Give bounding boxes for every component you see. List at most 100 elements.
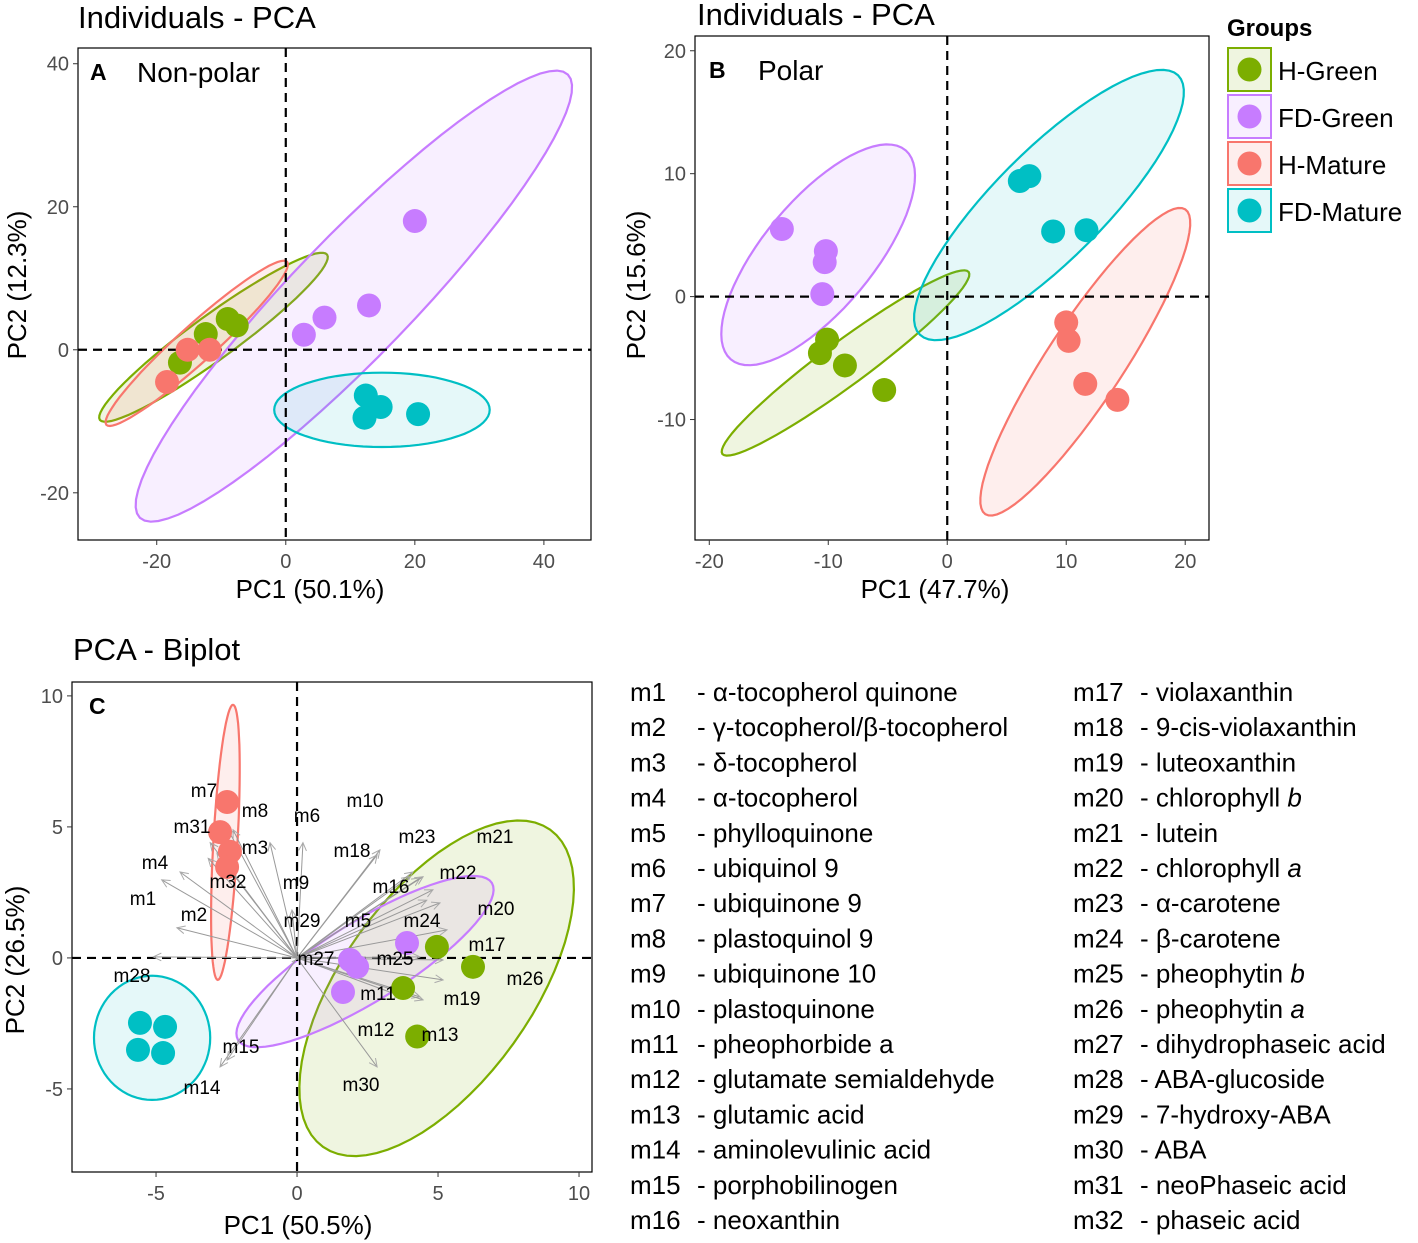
- key-name-text: - ABA: [1140, 1135, 1207, 1165]
- point-fd-green: [357, 293, 382, 318]
- point-h-mature: [1105, 387, 1130, 412]
- loading-label: m19: [444, 989, 481, 1010]
- key-id: m5: [630, 818, 666, 848]
- legend-label: FD-Mature: [1278, 197, 1402, 227]
- legend-label: FD-Green: [1278, 103, 1394, 133]
- key-name-italic: b: [1287, 783, 1301, 813]
- key-name-italic: a: [1287, 853, 1301, 883]
- loading-arrow: [176, 927, 298, 959]
- key-name-text: - phaseic acid: [1140, 1205, 1300, 1235]
- key-id: m14: [630, 1135, 681, 1165]
- arrow-head: [423, 889, 434, 898]
- panel-a: Individuals - PCA -20 0 20 40 -20 0 20 40 PC1 (50…: [2, 0, 592, 604]
- x-tick-label: 40: [533, 551, 555, 573]
- key-row: m2 - γ-tocopherol/β-tocopherol: [630, 712, 1008, 742]
- loading-label: m6: [294, 806, 320, 827]
- x-tick-label: -5: [147, 1183, 165, 1205]
- loading-label: m1: [130, 889, 156, 910]
- y-tick-label: 20: [664, 41, 686, 63]
- arrow-head: [152, 952, 162, 962]
- point-h-green: [460, 954, 485, 979]
- arrow-head: [400, 876, 411, 885]
- key-id: m22: [1073, 853, 1124, 883]
- panel-b: Individuals - PCA -20 -10 0 10 20 -10 0 10 20 PC1 …: [621, 0, 1210, 604]
- key-row: m31 - neoPhaseic acid: [1073, 1170, 1347, 1200]
- key-name-text: - luteoxanthin: [1140, 747, 1296, 777]
- point-fd-mature: [1017, 164, 1042, 189]
- loading-label: m18: [334, 841, 371, 862]
- key-row: m6 - ubiquinol 9: [630, 853, 839, 883]
- key-name-text: - β-carotene: [1140, 923, 1281, 953]
- point-fd-mature: [153, 1014, 178, 1039]
- x-axis-label: PC1 (47.7%): [861, 574, 1010, 604]
- plot-area: [71, 681, 593, 1173]
- key-name-text: - α-carotene: [1140, 888, 1281, 918]
- key-name-text: - α-tocopherol: [697, 783, 858, 813]
- key-row: m19 - luteoxanthin: [1073, 747, 1296, 777]
- point-fd-green: [330, 979, 355, 1004]
- key-row: m26 - pheophytin a: [1073, 994, 1305, 1024]
- arrow-head: [414, 876, 425, 885]
- key-name: - lutein: [1140, 818, 1218, 848]
- panel-letter: B: [709, 57, 726, 83]
- key-name: - α-tocopherol quinone: [697, 677, 958, 707]
- y-tick-label: 0: [58, 340, 69, 362]
- key-name: - ubiquinol 9: [697, 853, 839, 883]
- key-name-text: - violaxanthin: [1140, 677, 1293, 707]
- loading-label: m15: [223, 1037, 260, 1058]
- arrow-head: [160, 879, 171, 888]
- key-id: m7: [630, 888, 666, 918]
- key-name-italic: a: [1290, 994, 1304, 1024]
- key-row: m13 - glutamic acid: [630, 1099, 865, 1129]
- key-name: - γ-tocopherol/β-tocopherol: [697, 712, 1008, 742]
- key-row: m14 - aminolevulinic acid: [630, 1135, 931, 1165]
- key-name-text: - ubiquinol 9: [697, 853, 839, 883]
- point-h-green: [391, 976, 416, 1001]
- point-fd-mature: [127, 1010, 152, 1035]
- arrow-head: [430, 901, 442, 910]
- loading-label: m20: [478, 899, 515, 920]
- key-name-text: - glutamate semialdehyde: [697, 1064, 995, 1094]
- loading-label: m22: [440, 863, 477, 884]
- y-tick-label: 0: [675, 287, 686, 309]
- y-axis-label: PC2 (12.3%): [2, 211, 32, 360]
- key-name: - dihydrophaseic acid: [1140, 1029, 1386, 1059]
- ellipse-fd-green: [134, 69, 574, 523]
- loading-label: m31: [174, 817, 211, 838]
- arrow-head: [267, 841, 277, 852]
- key-name: - plastoquinone: [697, 994, 875, 1024]
- plot-area: [77, 47, 592, 541]
- loading-label: m9: [283, 873, 309, 894]
- loading-arrow: [296, 957, 444, 981]
- point-h-mature: [197, 337, 222, 362]
- key-name-text: - neoxanthin: [697, 1205, 840, 1235]
- key-row: m7 - ubiquinone 9: [630, 888, 862, 918]
- key-name-text: - ubiquinone 10: [697, 959, 876, 989]
- x-tick-label: 20: [1174, 551, 1196, 573]
- key-name: - ubiquinone 9: [697, 888, 862, 918]
- loading-arrow: [269, 842, 298, 959]
- panel-subtitle: Polar: [758, 55, 823, 86]
- point-h-mature: [215, 854, 240, 879]
- key-name-text: - lutein: [1140, 818, 1218, 848]
- loading-label: m2: [181, 905, 207, 926]
- point-fd-green: [312, 305, 337, 330]
- key-id: m15: [630, 1170, 681, 1200]
- loading-arrow: [153, 956, 298, 959]
- loading-label: m17: [469, 935, 506, 956]
- loading-label: m24: [404, 911, 441, 932]
- key-name-text: - α-tocopherol quinone: [697, 677, 958, 707]
- key-id: m20: [1073, 783, 1124, 813]
- key-name: - β-carotene: [1140, 923, 1281, 953]
- key-name: - glutamic acid: [697, 1099, 865, 1129]
- loading-arrow: [296, 889, 434, 959]
- point-fd-mature: [1074, 218, 1099, 243]
- key-name: - α-tocopherol: [697, 783, 858, 813]
- y-tick-label: -5: [45, 1079, 63, 1101]
- loading-arrow: [296, 929, 448, 959]
- key-row: m24 - β-carotene: [1073, 923, 1281, 953]
- key-name: - violaxanthin: [1140, 677, 1293, 707]
- ellipse-fd-mature: [912, 68, 1185, 342]
- point-h-mature: [215, 790, 240, 815]
- key-row: m30 - ABA: [1073, 1135, 1207, 1165]
